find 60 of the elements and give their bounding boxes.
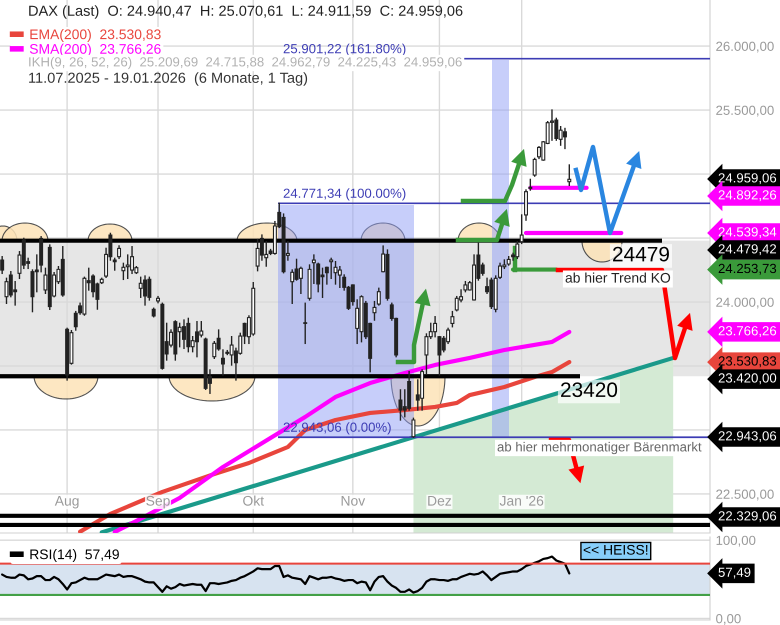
chart-title: DAX (Last) O: 24.940,47 H: 25.070,61 L: 24.911,59 C: 24.959,06 (29, 5, 462, 19)
candlestick (532, 158, 537, 177)
legend-label: EMA(200) 23.530,83 (30, 29, 161, 42)
annotation: ab hier Trend KO (566, 272, 670, 283)
candlestick (126, 254, 130, 280)
candlestick (450, 310, 454, 328)
candlestick (372, 300, 376, 321)
x-tick-label: Nov (342, 496, 366, 506)
x-tick-label: Aug (54, 496, 79, 508)
text: 24.479,42 (718, 244, 776, 256)
candlestick (303, 302, 308, 344)
candlestick (220, 349, 225, 376)
candlestick (186, 318, 190, 352)
candlestick (0, 256, 4, 274)
x-tick-label: Sep (146, 496, 170, 508)
text: 57,49 (718, 568, 750, 578)
text: 23.766,26 (718, 326, 776, 337)
candlestick (528, 178, 532, 191)
text: 24.892,26 (718, 190, 776, 202)
y-tick-label: 22.500,00 (716, 490, 774, 500)
candlestick (338, 266, 342, 288)
y-tick-label: 25.500,00 (716, 106, 774, 117)
ref-line-label: 24.771,34 (100.00%) (284, 188, 406, 201)
text: 23.420,00 (718, 373, 776, 384)
legend-label: RSI(14) 57,49 (30, 549, 119, 562)
ref-line-label: 25.901,22 (161.80%) (284, 44, 406, 56)
candlestick (562, 128, 567, 150)
candlestick (230, 336, 234, 366)
x-tick-label: Jan '26 (500, 496, 544, 506)
text: 11.07.2025 - 19.01.2026 (6 Monate, 1 Tag) (29, 72, 308, 86)
text: 24.539,34 (718, 227, 776, 238)
candlestick (567, 164, 572, 186)
x-tick-label: Dez (428, 496, 452, 506)
candlestick (256, 238, 260, 272)
candlestick (138, 276, 143, 298)
candlestick (411, 418, 416, 438)
candlestick (298, 266, 303, 294)
ref-line-label: 23420 (561, 382, 618, 398)
candlestick (264, 241, 268, 267)
text: 24.959,06 (718, 173, 776, 184)
candlestick (454, 296, 459, 312)
x-tick-label: Okt (243, 496, 264, 506)
y-tick-label: 26.000,00 (716, 42, 774, 53)
candlestick (329, 258, 334, 280)
annotation: << HEISS! (584, 544, 648, 555)
y-tick-label: 100,00 (716, 536, 756, 547)
y-tick-label: 0,00 (716, 614, 741, 625)
candlestick (147, 276, 152, 301)
text: 22.329,06 (718, 511, 776, 522)
legend-label: SMA(200) 23.766,26 (30, 44, 161, 57)
candlestick (117, 245, 122, 260)
annotation: ab hier mehrmonatiger Bärenmarkt (498, 442, 702, 454)
text: 23.530,83 (718, 356, 776, 368)
annotation: IKH(9, 26, 52, 26) 25.209,69 24.715,88 24.962,79 24.225,43 24.959,06 (29, 56, 462, 70)
text: 22.943,06 (718, 431, 776, 442)
text: 24.253,73 (718, 264, 776, 275)
candlestick (290, 269, 294, 304)
y-tick-label: 24.000,00 (716, 298, 774, 308)
candlestick (376, 288, 381, 306)
ref-line-label: 24479 (613, 246, 669, 262)
